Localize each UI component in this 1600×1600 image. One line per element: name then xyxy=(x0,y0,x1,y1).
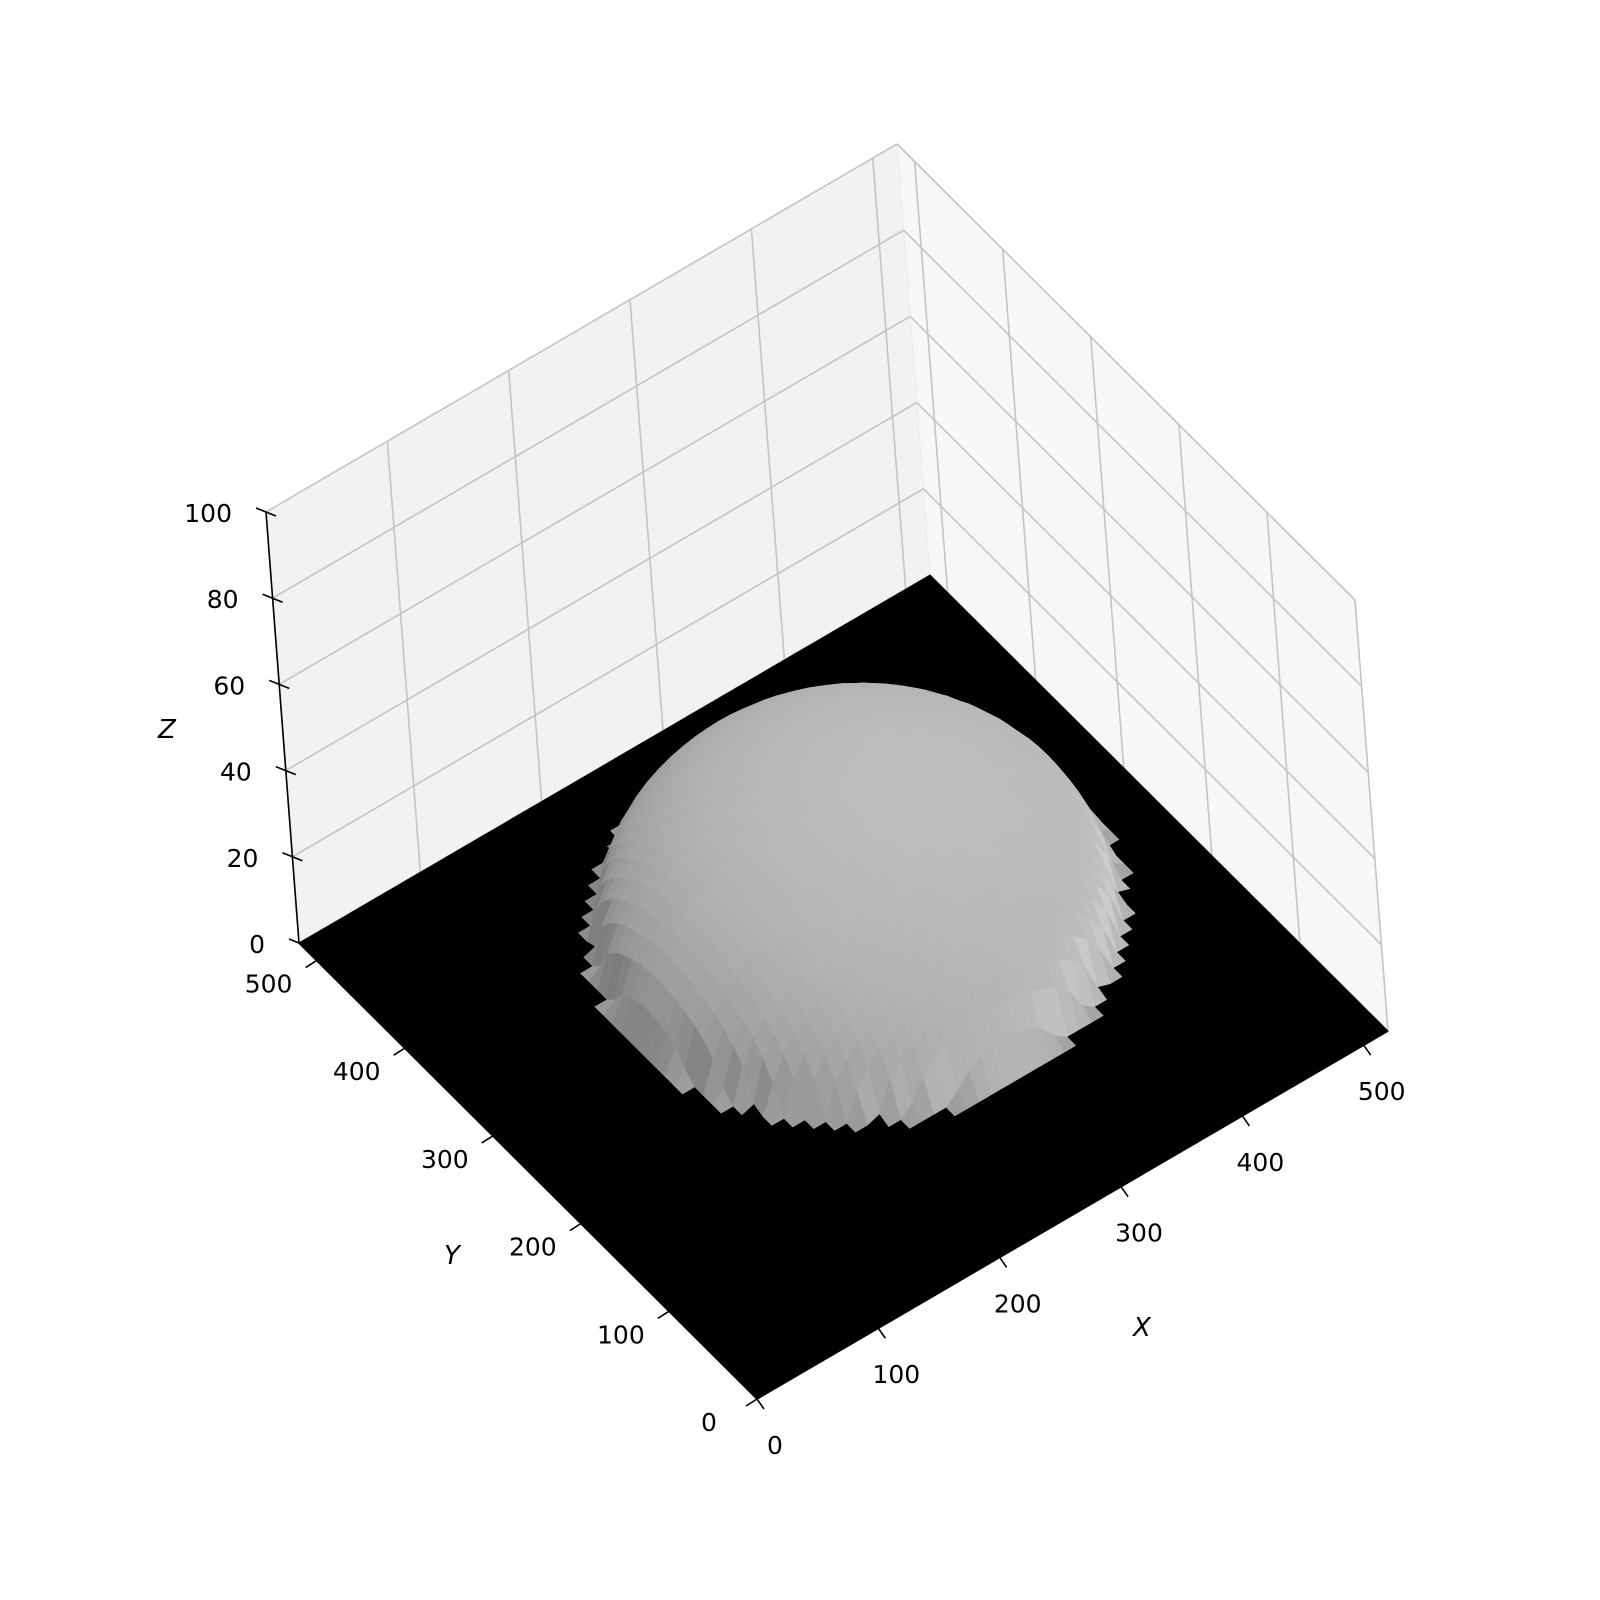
x-tick xyxy=(992,1247,1008,1268)
surface-mesh xyxy=(298,574,1389,1400)
z-tick-label: 20 xyxy=(227,844,259,873)
grid-z-back-left xyxy=(278,315,911,686)
z-tick-label: 40 xyxy=(220,758,252,787)
grid-z-back-left xyxy=(265,143,898,513)
y-tick-label: 100 xyxy=(597,1320,645,1349)
grid-x-vertical xyxy=(871,158,907,590)
grid-y-vertical xyxy=(1266,512,1301,944)
grid-z-back-right xyxy=(896,143,1356,601)
x-tick-label: 400 xyxy=(1237,1148,1285,1177)
tick-labels: 0 100 200 300 400 500 0 100 200 300 400 500 0 20 40 60 8… xyxy=(184,499,1405,1460)
x-tick-label: 200 xyxy=(994,1290,1042,1319)
grid-x-vertical xyxy=(507,370,543,802)
grid-x-vertical xyxy=(386,441,422,873)
x-tick xyxy=(1234,1105,1251,1127)
z-tick-label: 60 xyxy=(213,671,245,700)
grid-y-vertical xyxy=(1089,336,1125,768)
y-tick-label: 0 xyxy=(701,1408,717,1437)
z-tick xyxy=(282,852,303,862)
y-tick xyxy=(393,1040,417,1056)
grid-z-back-left xyxy=(285,401,918,772)
x-tick xyxy=(870,1317,887,1339)
grid-z-back-right xyxy=(903,229,1363,687)
grid-x-vertical xyxy=(750,228,786,660)
y-tick-label: 500 xyxy=(245,970,293,999)
x-axis-line xyxy=(756,1030,1389,1400)
x-tick-label: 100 xyxy=(872,1360,920,1389)
grid-y-vertical xyxy=(1178,424,1213,856)
z-tick xyxy=(288,938,310,948)
x-tick xyxy=(1356,1034,1372,1056)
y-tick-label: 300 xyxy=(421,1145,469,1174)
grid-y-vertical xyxy=(1001,249,1037,681)
z-axis-line xyxy=(265,511,300,944)
y-tick-label: 400 xyxy=(333,1057,381,1086)
grid-z-back-right xyxy=(909,315,1369,773)
z-tick xyxy=(275,765,297,776)
axis-lines xyxy=(265,511,1389,1400)
grid-z-back-right xyxy=(916,402,1376,860)
x-tick-label: 500 xyxy=(1358,1077,1406,1106)
z-tick xyxy=(262,593,283,603)
z-tick-label: 80 xyxy=(207,585,239,614)
z-tick xyxy=(255,507,277,517)
y-tick xyxy=(745,1391,769,1407)
x-tick-label: 0 xyxy=(767,1431,783,1460)
x-tick xyxy=(1113,1176,1129,1198)
grid-y-vertical xyxy=(1354,599,1389,1032)
y-tick xyxy=(305,952,329,969)
z-tick-label: 0 xyxy=(249,930,265,959)
grid-x-vertical xyxy=(629,299,664,731)
y-axis-label: Y xyxy=(444,1241,462,1271)
grid-z-back-right xyxy=(922,488,1382,946)
y-tick-label: 200 xyxy=(509,1233,557,1262)
tick-marks xyxy=(255,507,1372,1410)
x-tick-label: 300 xyxy=(1115,1219,1163,1248)
z-axis-label: Z xyxy=(157,715,177,745)
grid-z-back-left xyxy=(272,229,905,599)
z-tick xyxy=(268,679,290,690)
y-tick xyxy=(481,1128,505,1144)
y-tick xyxy=(569,1215,593,1232)
y-axis-line xyxy=(298,942,758,1400)
z-tick-label: 100 xyxy=(184,499,232,528)
x-axis-label: X xyxy=(1131,1313,1152,1343)
grid-z-back-left xyxy=(291,488,924,858)
grid-y-vertical xyxy=(913,161,949,593)
y-tick xyxy=(657,1303,681,1319)
